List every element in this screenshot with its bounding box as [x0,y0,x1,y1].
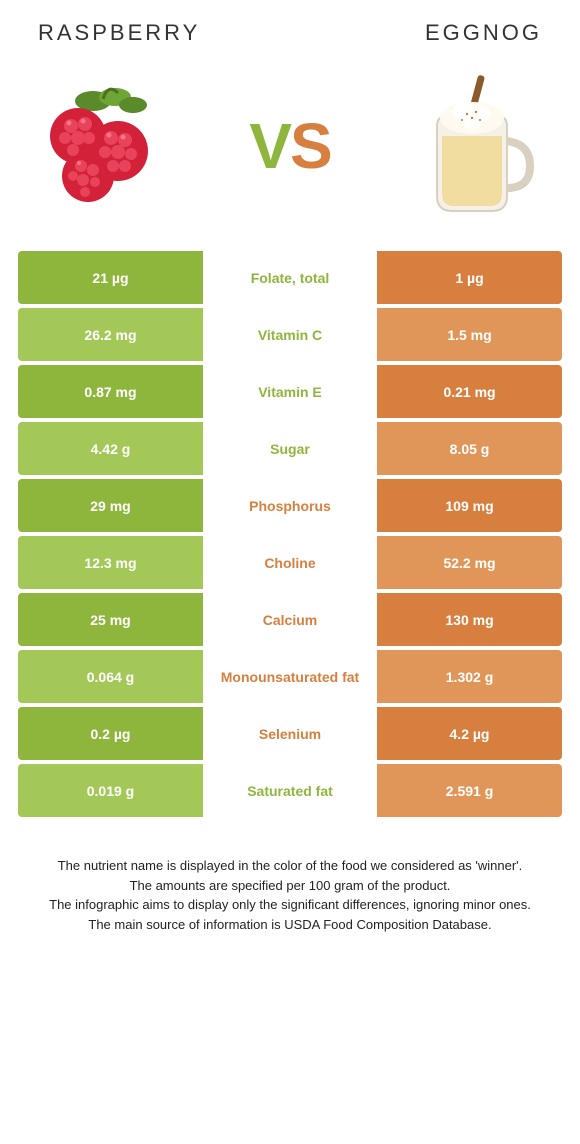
left-value: 4.42 g [18,422,203,475]
table-row: 4.42 gSugar8.05 g [18,422,562,475]
table-row: 0.064 gMonounsaturated fat1.302 g [18,650,562,703]
nutrient-label: Monounsaturated fat [203,650,377,703]
nutrient-label: Phosphorus [203,479,377,532]
vs-label: VS [249,109,330,183]
nutrient-label: Calcium [203,593,377,646]
nutrient-label: Choline [203,536,377,589]
footer-notes: The nutrient name is displayed in the co… [18,821,562,934]
header: Raspberry Eggnog [18,20,562,56]
right-value: 0.21 mg [377,365,562,418]
food-title-right: Eggnog [425,20,542,46]
table-row: 21 µgFolate, total1 µg [18,251,562,304]
footer-line: The amounts are specified per 100 gram o… [28,876,552,896]
left-value: 26.2 mg [18,308,203,361]
eggnog-image [392,66,552,226]
left-value: 21 µg [18,251,203,304]
left-value: 0.064 g [18,650,203,703]
right-value: 2.591 g [377,764,562,817]
eggnog-icon [402,66,542,226]
nutrient-table: 21 µgFolate, total1 µg26.2 mgVitamin C1.… [18,251,562,817]
right-value: 8.05 g [377,422,562,475]
footer-line: The main source of information is USDA F… [28,915,552,935]
left-value: 0.019 g [18,764,203,817]
table-row: 12.3 mgCholine52.2 mg [18,536,562,589]
right-value: 4.2 µg [377,707,562,760]
left-value: 29 mg [18,479,203,532]
nutrient-label: Vitamin C [203,308,377,361]
nutrient-label: Selenium [203,707,377,760]
infographic-container: Raspberry Eggnog [0,0,580,954]
food-title-left: Raspberry [38,20,200,46]
table-row: 26.2 mgVitamin C1.5 mg [18,308,562,361]
table-row: 0.019 gSaturated fat2.591 g [18,764,562,817]
vs-s-letter: S [290,110,331,182]
raspberry-icon [33,76,183,216]
images-row: VS [18,56,562,251]
right-value: 109 mg [377,479,562,532]
footer-line: The infographic aims to display only the… [28,895,552,915]
right-value: 1 µg [377,251,562,304]
right-value: 1.302 g [377,650,562,703]
right-value: 52.2 mg [377,536,562,589]
left-value: 0.87 mg [18,365,203,418]
nutrient-label: Folate, total [203,251,377,304]
nutrient-label: Sugar [203,422,377,475]
table-row: 0.87 mgVitamin E0.21 mg [18,365,562,418]
table-row: 29 mgPhosphorus109 mg [18,479,562,532]
nutrient-label: Saturated fat [203,764,377,817]
left-value: 12.3 mg [18,536,203,589]
right-value: 130 mg [377,593,562,646]
raspberry-image [28,66,188,226]
table-row: 25 mgCalcium130 mg [18,593,562,646]
nutrient-label: Vitamin E [203,365,377,418]
left-value: 0.2 µg [18,707,203,760]
vs-v-letter: V [249,110,290,182]
footer-line: The nutrient name is displayed in the co… [28,856,552,876]
right-value: 1.5 mg [377,308,562,361]
left-value: 25 mg [18,593,203,646]
table-row: 0.2 µgSelenium4.2 µg [18,707,562,760]
